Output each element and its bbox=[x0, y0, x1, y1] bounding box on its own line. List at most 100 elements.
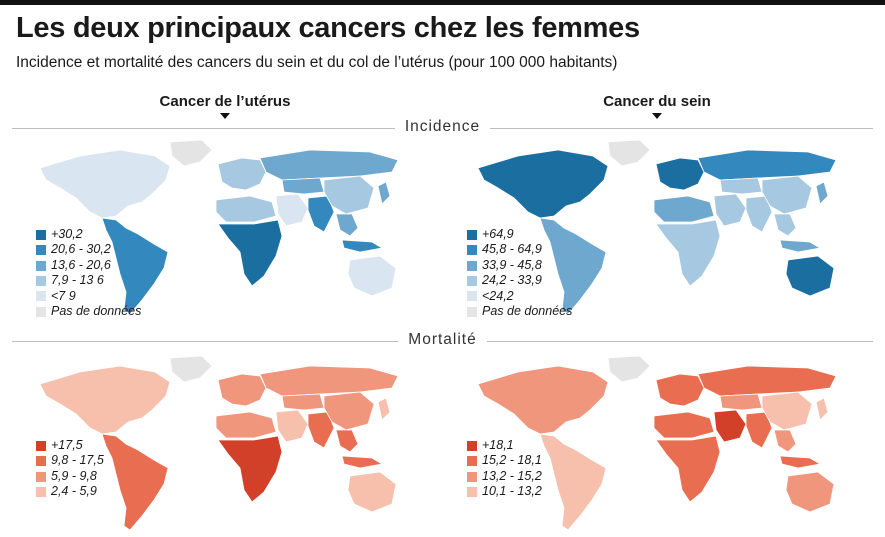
legend-swatch bbox=[36, 440, 46, 451]
legend-label: +30,2 bbox=[51, 227, 83, 241]
region-greenland bbox=[607, 139, 651, 167]
region-indonesia bbox=[779, 455, 822, 469]
legend-item: +18,1 bbox=[467, 438, 542, 453]
region-russia bbox=[259, 149, 399, 181]
legend-item: 2,4 - 5,9 bbox=[36, 484, 104, 499]
page-title: Les deux principaux cancers chez les fem… bbox=[16, 12, 640, 44]
region-europe bbox=[217, 373, 267, 407]
legend-swatch bbox=[467, 306, 477, 317]
region-sub-saharan-africa bbox=[217, 435, 283, 503]
map-uterus-incidence bbox=[20, 136, 415, 321]
section-incidence: Incidence bbox=[0, 118, 885, 138]
region-greenland bbox=[607, 355, 651, 383]
region-middle-east bbox=[275, 193, 309, 227]
region-russia bbox=[259, 365, 399, 397]
legend-swatch bbox=[36, 471, 46, 482]
region-sub-saharan-africa bbox=[655, 219, 721, 287]
legend-swatch bbox=[36, 245, 46, 256]
legend-label: 5,9 - 9,8 bbox=[51, 468, 97, 483]
region-north-africa bbox=[653, 195, 715, 223]
region-russia bbox=[697, 149, 837, 181]
region-north-africa bbox=[215, 411, 277, 439]
section-label-incidence: Incidence bbox=[394, 118, 491, 135]
legend-label: 45,8 - 64,9 bbox=[482, 242, 542, 257]
legend-uterus-mortality: +17,5 9,8 - 17,5 5,9 - 9,8 2,4 - 5,9 bbox=[36, 438, 104, 500]
region-japan bbox=[815, 181, 829, 205]
region-central-asia bbox=[719, 393, 763, 411]
legend-swatch bbox=[36, 306, 46, 317]
map-breast-incidence bbox=[458, 136, 853, 321]
arrow-down-icon bbox=[220, 113, 230, 119]
legend-swatch bbox=[467, 260, 477, 271]
region-north-america bbox=[39, 149, 171, 219]
legend-item: 24,2 - 33,9 bbox=[467, 273, 572, 288]
region-central-asia bbox=[719, 177, 763, 195]
legend-item: 7,9 - 13 6 bbox=[36, 273, 141, 288]
region-australia bbox=[785, 471, 835, 513]
legend-label: Pas de données bbox=[482, 304, 573, 319]
legend-label: 20,6 - 30,2 bbox=[51, 242, 111, 257]
region-europe bbox=[655, 157, 705, 191]
region-australia bbox=[347, 255, 397, 297]
legend-swatch bbox=[36, 456, 46, 467]
legend-item: 33,9 - 45,8 bbox=[467, 258, 572, 273]
legend-label: +18,1 bbox=[482, 438, 514, 452]
region-north-africa bbox=[215, 195, 277, 223]
region-indonesia bbox=[779, 239, 822, 253]
legend-item: Pas de données bbox=[467, 304, 572, 319]
region-greenland bbox=[169, 355, 213, 383]
legend-swatch bbox=[467, 275, 477, 286]
world-map bbox=[39, 355, 399, 531]
legend-label: 13,2 - 15,2 bbox=[482, 468, 542, 483]
legend-item: Pas de données bbox=[36, 304, 141, 319]
region-central-asia bbox=[281, 393, 325, 411]
region-middle-east bbox=[275, 409, 309, 443]
legend-label: 13,6 - 20,6 bbox=[51, 257, 111, 272]
legend-label: Pas de données bbox=[51, 304, 142, 319]
legend-swatch bbox=[467, 229, 477, 240]
legend-swatch bbox=[36, 486, 46, 497]
region-japan bbox=[377, 181, 391, 205]
region-russia bbox=[697, 365, 837, 397]
world-map bbox=[477, 139, 837, 315]
region-latin-america bbox=[101, 217, 169, 315]
top-rule bbox=[0, 0, 885, 5]
region-north-america bbox=[39, 365, 171, 435]
region-indonesia bbox=[341, 455, 384, 469]
arrow-down-icon bbox=[652, 113, 662, 119]
legend-swatch bbox=[467, 440, 477, 451]
world-map bbox=[39, 139, 399, 315]
region-southeast-asia bbox=[773, 213, 797, 237]
region-china bbox=[323, 175, 375, 215]
legend-item: 9,8 - 17,5 bbox=[36, 453, 104, 468]
legend-swatch bbox=[467, 456, 477, 467]
region-latin-america bbox=[539, 433, 607, 531]
legend-swatch bbox=[36, 291, 46, 302]
region-north-america bbox=[477, 149, 609, 219]
legend-label: +17,5 bbox=[51, 438, 83, 452]
legend-item: 45,8 - 64,9 bbox=[467, 242, 572, 257]
legend-label: +64,9 bbox=[482, 227, 514, 241]
legend-swatch bbox=[467, 471, 477, 482]
legend-swatch bbox=[36, 275, 46, 286]
region-latin-america bbox=[101, 433, 169, 531]
legend-label: 33,9 - 45,8 bbox=[482, 257, 542, 272]
legend-label: <24,2 bbox=[482, 288, 514, 303]
column-title-uterus: Cancer de l’utérus bbox=[159, 93, 291, 110]
page-subtitle: Incidence et mortalité des cancers du se… bbox=[16, 54, 618, 71]
column-title-breast: Cancer du sein bbox=[603, 93, 711, 110]
legend-breast-incidence: +64,9 45,8 - 64,9 33,9 - 45,8 24,2 - 33,9 <2… bbox=[467, 227, 572, 319]
legend-item: <24,2 bbox=[467, 289, 572, 304]
legend-breast-mortality: +18,1 15,2 - 18,1 13,2 - 15,2 10,1 - 13,2 bbox=[467, 438, 542, 500]
legend-item: 15,2 - 18,1 bbox=[467, 453, 542, 468]
legend-label: 7,9 - 13 6 bbox=[51, 273, 104, 288]
legend-item: +17,5 bbox=[36, 438, 104, 453]
region-middle-east bbox=[713, 193, 747, 227]
region-southeast-asia bbox=[335, 213, 359, 237]
region-china bbox=[761, 175, 813, 215]
region-north-africa bbox=[653, 411, 715, 439]
legend-item: +64,9 bbox=[467, 227, 572, 242]
legend-swatch bbox=[467, 291, 477, 302]
legend-label: 9,8 - 17,5 bbox=[51, 453, 104, 468]
region-southeast-asia bbox=[335, 429, 359, 453]
